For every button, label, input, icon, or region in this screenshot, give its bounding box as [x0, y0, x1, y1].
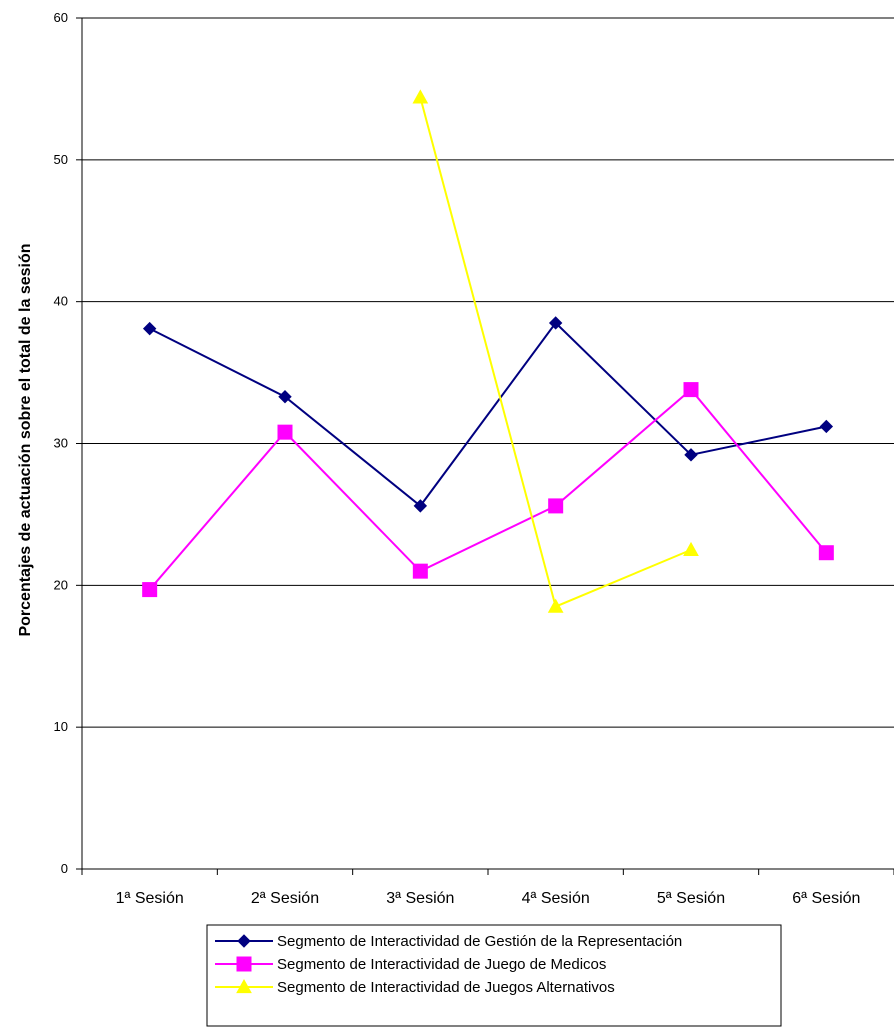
data-point	[412, 89, 429, 104]
data-point	[413, 499, 428, 513]
data-point	[547, 598, 564, 613]
legend-item: Segmento de Interactividad de Juegos Alt…	[215, 978, 615, 996]
x-tick-label: 3ª Sesión	[386, 890, 454, 907]
legend: Segmento de Interactividad de Gestión de…	[206, 924, 782, 1027]
y-tick-labels: 0 10 20 30 40 50 60	[54, 10, 68, 876]
x-tick-label: 4ª Sesión	[522, 890, 590, 907]
x-tick-label: 5ª Sesión	[657, 890, 725, 907]
legend-marker	[237, 934, 251, 948]
data-point	[683, 382, 699, 398]
data-point	[142, 321, 157, 336]
x-tick-label: 6ª Sesión	[792, 890, 860, 907]
series-3	[412, 89, 699, 613]
data-point	[683, 541, 699, 556]
y-axis-label: Porcentajes de actuación sobre el total …	[17, 243, 34, 636]
legend-item: Segmento de Interactividad de Juego de M…	[215, 956, 606, 973]
legend-marker	[236, 956, 252, 972]
data-point	[548, 498, 564, 514]
gridlines	[82, 17, 894, 728]
legend-label: Segmento de Interactividad de Gestión de…	[277, 933, 682, 950]
y-tick-label: 50	[54, 152, 68, 167]
data-point	[278, 389, 292, 404]
x-tick-labels: 1ª Sesión 2ª Sesión 3ª Sesión 4ª Sesión 5ª S…	[116, 890, 861, 907]
series-1	[142, 316, 834, 513]
series-2	[142, 382, 834, 598]
series-line	[419, 97, 692, 608]
data-point	[277, 424, 293, 440]
y-tick-label: 40	[54, 294, 68, 309]
series-line	[148, 388, 828, 591]
data-point	[684, 448, 698, 462]
y-tick-label: 20	[54, 577, 68, 592]
data-point	[412, 563, 428, 579]
legend-item: Segmento de Interactividad de Gestión de…	[215, 933, 682, 950]
series-group	[142, 89, 834, 613]
y-tick-label: 10	[54, 719, 68, 734]
data-point	[818, 545, 834, 561]
x-tick-label: 2ª Sesión	[251, 890, 319, 907]
legend-box	[206, 924, 782, 1027]
axes	[76, 17, 894, 875]
legend-label: Segmento de Interactividad de Juego de M…	[277, 956, 606, 973]
y-tick-label: 0	[61, 861, 68, 876]
data-point	[548, 316, 563, 330]
y-tick-label: 60	[54, 10, 68, 25]
x-tick-label: 1ª Sesión	[116, 890, 184, 907]
series-line	[149, 321, 827, 508]
data-point	[819, 419, 834, 434]
legend-label: Segmento de Interactividad de Juegos Alt…	[277, 979, 615, 996]
data-point	[142, 582, 158, 598]
legend-marker	[236, 978, 252, 994]
y-tick-label: 30	[54, 436, 68, 451]
